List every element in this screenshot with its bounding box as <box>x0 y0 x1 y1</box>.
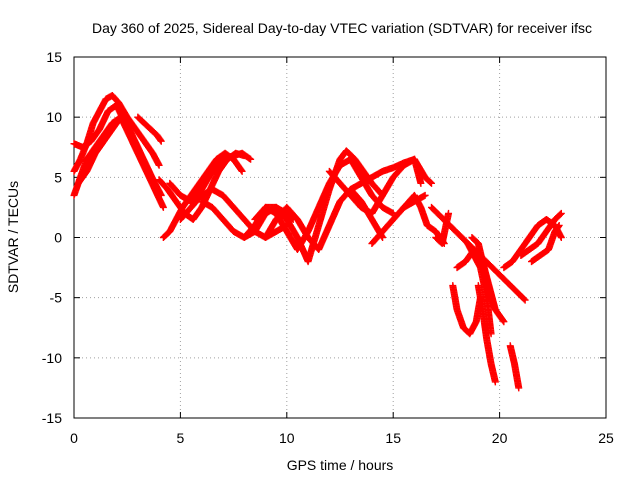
data-point <box>427 178 435 186</box>
series-s24 <box>506 342 523 392</box>
y-tick-label: 0 <box>54 230 62 246</box>
x-tick-label: 25 <box>598 430 614 446</box>
axis-ticks: 0 5 10 15 20 25 -15 -10 -5 0 5 10 15 <box>42 49 614 446</box>
x-tick-label: 5 <box>177 430 185 446</box>
data-point <box>499 317 507 325</box>
x-axis-label: GPS time / hours <box>287 457 394 473</box>
series-s23 <box>474 282 499 386</box>
data-point <box>247 155 255 163</box>
data-point <box>159 203 167 211</box>
data-point <box>240 152 248 160</box>
data-point <box>155 161 163 169</box>
y-tick-label: 15 <box>46 49 62 65</box>
y-tick-label: -10 <box>42 350 62 366</box>
data-point <box>428 179 436 187</box>
data-point <box>445 209 453 217</box>
chart-title: Day 360 of 2025, Sidereal Day-to-day VTE… <box>92 20 592 36</box>
y-axis-label: SDTVAR / TECUs <box>5 181 21 293</box>
data-point <box>157 136 165 144</box>
data-point <box>491 378 499 386</box>
y-tick-label: -15 <box>42 410 62 426</box>
series-s12 <box>251 147 387 266</box>
data-point <box>500 318 508 326</box>
data-point <box>515 384 523 392</box>
data-point <box>417 179 425 187</box>
x-tick-label: 15 <box>385 430 401 446</box>
series-s15 <box>347 155 425 193</box>
y-tick-label: -5 <box>50 290 63 306</box>
series-s5 <box>134 113 165 145</box>
data-points <box>70 92 565 392</box>
data-point <box>421 191 429 199</box>
series-s1 <box>70 92 163 175</box>
x-tick-label: 0 <box>70 430 78 446</box>
data-point <box>237 166 245 174</box>
data-point <box>238 167 246 175</box>
x-tick-label: 20 <box>492 430 508 446</box>
series-s4 <box>74 113 165 199</box>
y-tick-label: 5 <box>54 169 62 185</box>
data-point <box>157 191 165 199</box>
data-point <box>157 137 165 145</box>
series-s22 <box>468 234 508 326</box>
x-tick-label: 10 <box>279 430 295 446</box>
y-tick-label: 10 <box>46 109 62 125</box>
